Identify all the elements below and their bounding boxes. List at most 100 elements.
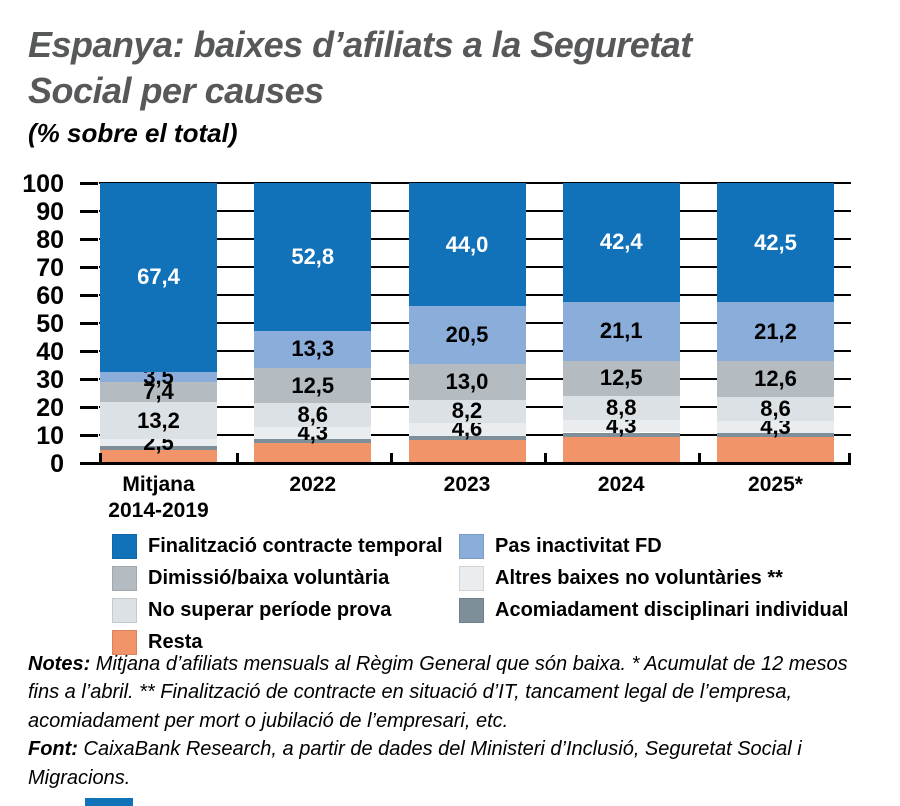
bar-segment: 4,3 (254, 422, 372, 444)
bar-segment: 21,2 (717, 302, 834, 362)
legend-label: Resta (148, 631, 203, 653)
stacked-bar: 4,3 8,6 12,5 13,3 52,8 (254, 183, 372, 463)
x-axis-boundary-tick (99, 453, 102, 463)
bar-segment (254, 439, 372, 444)
y-axis-label: 10 (36, 422, 64, 450)
legend-label: Finalització contracte temporal (148, 535, 443, 557)
stacked-bar: 4,3 8,8 12,5 21,1 42,4 (562, 183, 680, 463)
bar-segment: 52,8 (254, 183, 372, 331)
bar-segment: 13,0 (408, 363, 526, 400)
bar-segment: 8,2 (408, 400, 526, 423)
legend-label: Acomiadament disciplinari individual (495, 599, 849, 621)
bar-segment: 42,5 (717, 183, 834, 302)
bar-segment: 12,5 (254, 368, 372, 404)
bar-value-label: 20,5 (445, 321, 489, 347)
notes-block: Notes: Mitjana d’afiliats mensuals al Rè… (28, 650, 876, 792)
x-axis-label: 2023 (443, 473, 491, 496)
y-axis-label: 30 (36, 366, 64, 394)
y-axis-tick (80, 433, 98, 437)
bar-segment: 4,3 (717, 415, 834, 437)
bar-value-label: 12,6 (754, 366, 797, 391)
y-axis-label: 20 (36, 394, 64, 422)
bar-segment: 12,5 (562, 360, 680, 396)
legend-item: Dimissió/baixa voluntària (112, 565, 389, 591)
bar-segment: 13,2 (100, 402, 217, 440)
gridline (99, 182, 851, 184)
legend-item: Resta (112, 629, 202, 655)
y-axis-label: 60 (36, 282, 64, 310)
legend-item: Acomiadament disciplinari individual (459, 597, 848, 623)
notes-text: Mitjana d’afiliats mensuals al Règim Gen… (28, 653, 848, 732)
bar-segment: 44,0 (408, 183, 526, 307)
y-axis-label: 50 (36, 310, 64, 338)
bar-segment: 20,5 (408, 306, 526, 364)
bar-segment: 4,3 (562, 415, 680, 437)
bar-segment (100, 450, 217, 463)
legend-swatch (112, 533, 137, 559)
source-label: Font: (28, 738, 78, 761)
bar-segment (408, 435, 526, 441)
x-axis (80, 461, 851, 465)
y-axis-tick (80, 377, 98, 381)
bar-value-label: 67,4 (137, 264, 180, 290)
bar-segment: 4,6 (408, 418, 526, 440)
y-axis-tick (80, 209, 98, 213)
bar-value-label: 13,3 (291, 336, 335, 362)
stacked-bar: 4,6 8,2 13,0 20,5 44,0 (408, 183, 526, 463)
bar-segment: 13,3 (254, 330, 372, 369)
chart-source: Font: CaixaBank Research, a partir de da… (28, 735, 876, 792)
bar-value-label: 21,2 (754, 318, 797, 344)
chart-subtitle: (% sobre el total) (28, 118, 238, 148)
y-axis-label: 80 (36, 226, 64, 254)
legend-label: No superar període prova (148, 599, 392, 621)
legend-swatch (459, 533, 484, 559)
bar-segment: 21,1 (562, 301, 680, 361)
bar-value-label: 12,5 (291, 372, 335, 398)
y-axis-tick (80, 405, 98, 409)
y-axis-label: 40 (36, 338, 64, 366)
y-axis-tick (80, 293, 98, 297)
cropped-next-figure-bar (85, 798, 133, 806)
bar-segment (562, 436, 680, 463)
stacked-bar-chart: 2,5 13,2 7,4 3,5 67,4 4,3 8,6 12,5 13,3 52,8 4,6 8,… (22, 172, 851, 522)
bar-segment (717, 436, 834, 463)
legend-label: Pas inactivitat FD (495, 535, 662, 557)
bar-value-label: 8,6 (297, 402, 329, 428)
y-axis-tick (80, 321, 98, 325)
plot-area: 2,5 13,2 7,4 3,5 67,4 4,3 8,6 12,5 13,3 52,8 4,6 8,… (99, 182, 851, 464)
bar-segment (254, 443, 372, 463)
y-axis-tick (80, 237, 98, 241)
bar-value-label: 12,5 (599, 365, 643, 391)
x-axis-label: 2024 (597, 473, 645, 496)
bar-value-label: 7,4 (143, 378, 174, 404)
legend-label: Altres baixes no voluntàries ** (495, 567, 783, 589)
bar-segment (717, 432, 834, 437)
x-axis-label: 2022 (289, 473, 337, 496)
legend-item: Finalització contracte temporal (112, 533, 443, 559)
bar-value-label: 44,0 (445, 231, 489, 257)
legend-swatch (459, 597, 484, 623)
legend-item: Pas inactivitat FD (459, 533, 662, 559)
bar-segment (562, 432, 680, 437)
bar-value-label: 8,8 (605, 395, 637, 421)
legend-item: No superar període prova (112, 597, 391, 623)
x-axis-label: 2025* (748, 473, 803, 496)
bar-segment: 8,6 (254, 402, 372, 428)
legend-swatch (112, 597, 137, 623)
x-axis-boundary-tick (389, 453, 393, 463)
x-axis-boundary-tick (544, 453, 548, 463)
bar-segment: 8,6 (717, 395, 834, 421)
source-text: CaixaBank Research, a partir de dades de… (28, 738, 802, 789)
legend-label: Dimissió/baixa voluntària (148, 567, 390, 589)
bar-value-label: 13,2 (137, 407, 180, 433)
bar-value-label: 8,6 (760, 395, 791, 421)
stacked-bar: 4,3 8,6 12,6 21,2 42,5 (717, 183, 834, 463)
y-axis-label: 70 (36, 254, 64, 282)
bar-segment: 2,5 (100, 431, 217, 453)
chart-notes: Notes: Mitjana d’afiliats mensuals al Rè… (28, 650, 876, 735)
bar-segment: 12,6 (717, 361, 834, 397)
y-axis-label: 0 (50, 450, 64, 478)
bar-value-label: 42,5 (754, 229, 797, 255)
y-axis-label: 90 (36, 198, 64, 226)
